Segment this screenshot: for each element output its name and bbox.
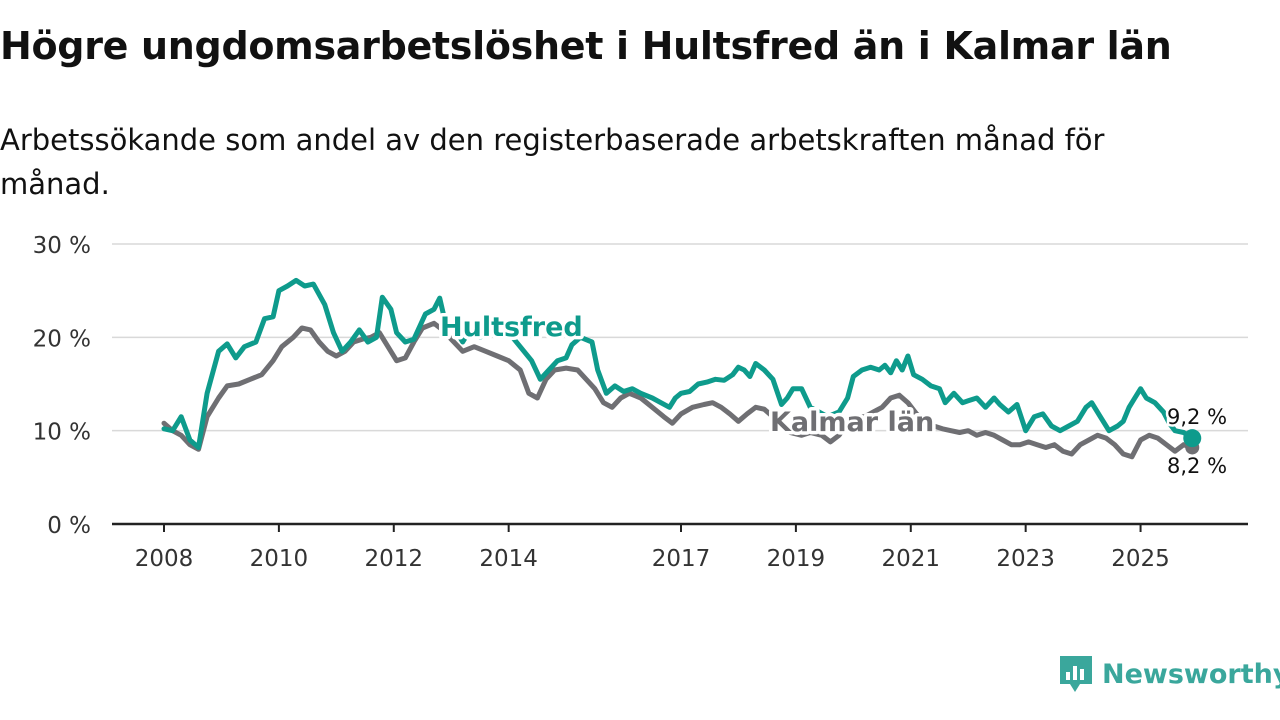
y-tick-label: 20 %	[33, 326, 91, 352]
series-label-hultsfred: Hultsfred	[440, 312, 583, 343]
y-tick-label: 0 %	[47, 513, 91, 539]
end-label-hultsfred: 9,2 %	[1167, 405, 1227, 429]
y-tick-label: 10 %	[33, 420, 91, 446]
x-tick-label: 2014	[479, 546, 538, 572]
x-tick-label: 2025	[1111, 546, 1170, 572]
newsworthy-logo-icon	[1060, 656, 1092, 692]
x-tick-label: 2021	[882, 546, 941, 572]
x-tick-label: 2012	[365, 546, 424, 572]
end-label-kalmar-lan: 8,2 %	[1167, 454, 1227, 478]
x-tick-label: 2019	[767, 546, 826, 572]
y-tick-label: 30 %	[33, 233, 91, 259]
x-tick-label: 2010	[250, 546, 309, 572]
chart-title: Högre ungdomsarbetslöshet i Hultsfred än…	[0, 24, 1172, 68]
x-tick-label: 2017	[652, 546, 711, 572]
brand-name: Newsworthy	[1102, 658, 1280, 690]
x-tick-label: 2008	[135, 546, 194, 572]
series-line-kalmar-lan	[161, 320, 1195, 460]
x-tick-label: 2023	[996, 546, 1055, 572]
series-line-hultsfred	[161, 277, 1195, 450]
series-label-kalmar-lan: Kalmar län	[770, 407, 934, 438]
newsworthy-logo: Newsworthy	[1058, 654, 1280, 694]
end-point-hultsfred	[1183, 429, 1202, 448]
chart-subtitle: Arbetssökande som andel av den registerb…	[0, 123, 1105, 201]
